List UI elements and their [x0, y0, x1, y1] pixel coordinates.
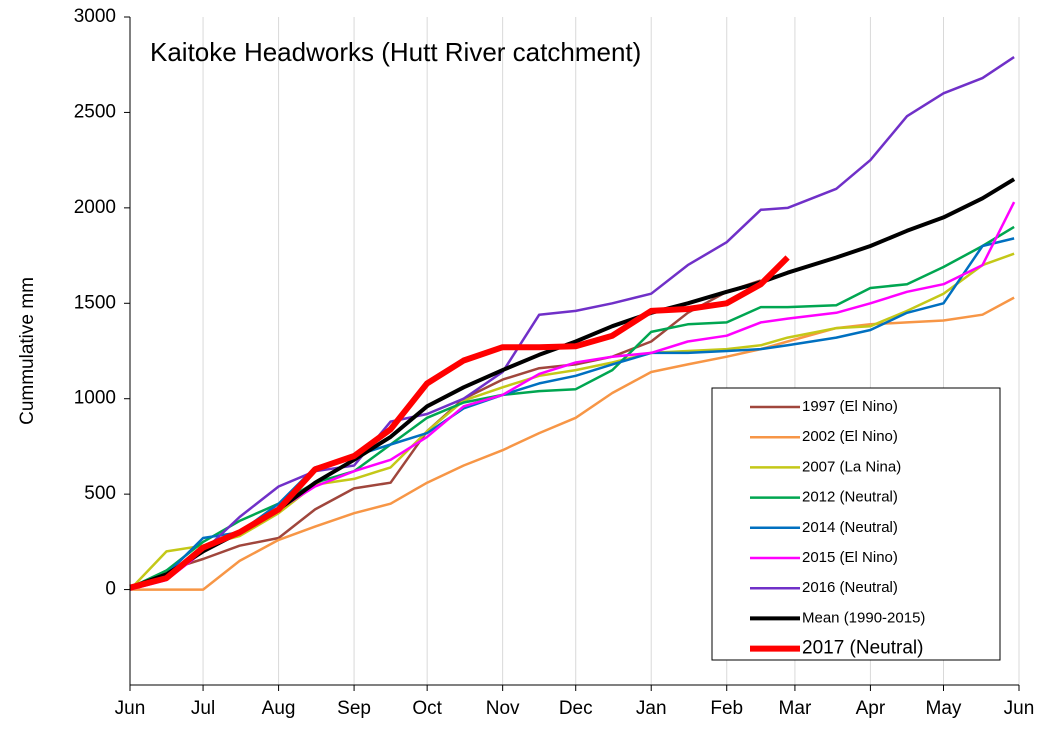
- y-axis-label: Cummulative mm: [17, 277, 38, 425]
- x-tick-label: Jun: [115, 698, 146, 719]
- legend-label: 1997 (El Nino): [802, 398, 898, 415]
- x-tick-label: Mar: [779, 698, 812, 719]
- x-tick-label: Jul: [191, 698, 215, 719]
- x-tick-label: Sep: [337, 698, 371, 719]
- y-tick-label: 3000: [74, 6, 116, 27]
- x-tick-label: May: [926, 698, 962, 719]
- legend-label: 2015 (El Nino): [802, 549, 898, 566]
- x-tick-label: Jan: [636, 698, 667, 719]
- series-line: [129, 237, 1015, 591]
- series-line: [130, 296, 1015, 591]
- x-tick-label: Jun: [1004, 698, 1035, 719]
- lines: [129, 56, 1016, 591]
- legend-label: 2012 (Neutral): [802, 489, 898, 506]
- series-line: [129, 56, 1015, 591]
- chart-title: Kaitoke Headworks (Hutt River catchment): [150, 37, 641, 67]
- x-tick-label: Feb: [710, 698, 743, 719]
- y-tick-label: 1500: [74, 292, 116, 313]
- y-tick-label: 2000: [74, 197, 116, 218]
- legend-entries: 1997 (El Nino) 2002 (El Nino) 2007 (La Nin…: [750, 398, 925, 659]
- legend-label: 2002 (El Nino): [802, 428, 898, 445]
- legend: [711, 387, 1001, 661]
- y-tick-label: 500: [84, 483, 116, 504]
- y-tick-label: 2500: [74, 101, 116, 122]
- series-line: [129, 255, 790, 591]
- x-tick-label: Oct: [412, 698, 442, 719]
- legend-label: 2017 (Neutral): [802, 638, 923, 659]
- y-tick-label: 0: [105, 579, 116, 600]
- x-tick-label: Apr: [856, 698, 886, 719]
- legend-label: 2014 (Neutral): [802, 519, 898, 536]
- series-line: [129, 252, 1015, 591]
- legend-label: Mean (1990-2015): [802, 609, 925, 626]
- legend-label: 2016 (Neutral): [802, 579, 898, 596]
- x-tick-label: Nov: [486, 698, 520, 719]
- y-tick-label: 1000: [74, 388, 116, 409]
- x-tick-label: Dec: [559, 698, 593, 719]
- x-tick-label: Aug: [262, 698, 296, 719]
- legend-label: 2007 (La Nina): [802, 458, 901, 475]
